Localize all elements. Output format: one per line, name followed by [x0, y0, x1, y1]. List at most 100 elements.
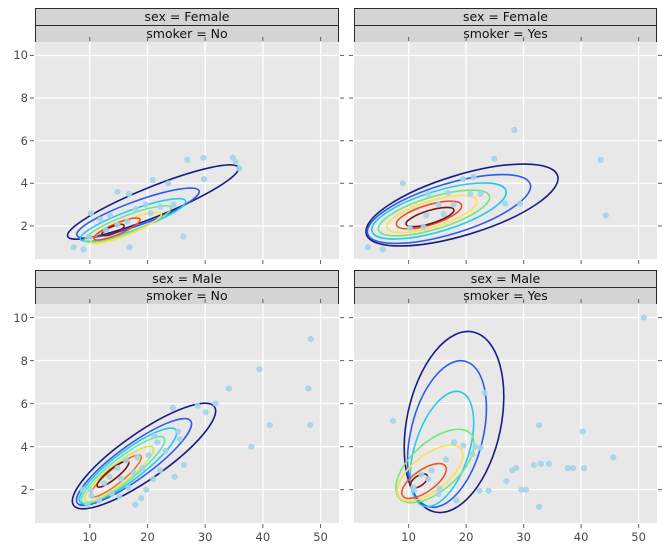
scatter-point [194, 402, 201, 409]
scatter-point [162, 447, 169, 455]
scatter-point [229, 154, 236, 161]
scatter-point [106, 212, 114, 219]
scatter-point [602, 212, 609, 219]
scatter-point [545, 460, 553, 467]
scatter-point [200, 175, 208, 183]
scatter-point [379, 246, 386, 253]
scatter-point [132, 501, 139, 508]
scatter-point [117, 475, 125, 482]
kde-contour-level [386, 194, 478, 234]
y-tick-label: 2 [20, 218, 28, 233]
scatter-point [485, 487, 492, 494]
scatter-point [460, 442, 467, 449]
scatter-point [460, 175, 467, 183]
facet-header-male-yes-smoker: smoker = Yes [354, 287, 657, 305]
scatter-point [406, 224, 413, 232]
scatter-point [212, 400, 219, 407]
scatter-point [610, 454, 617, 461]
scatter-point [477, 190, 484, 198]
plot-background [35, 42, 339, 259]
scatter-point [418, 471, 425, 478]
scatter-point [537, 460, 544, 467]
scatter-point [88, 493, 95, 500]
y-tick-label: 10 [13, 310, 28, 325]
kde-contour-level [75, 417, 193, 507]
scatter-point [476, 487, 483, 494]
y-tick-label: 8 [20, 91, 28, 106]
scatter-point [101, 480, 108, 487]
facet-header-female-no-smoker: smoker = No [35, 25, 339, 43]
scatter-point [517, 200, 524, 207]
y-tick-label: 6 [20, 396, 28, 411]
scatter-point [169, 404, 176, 412]
scatter-point [95, 497, 103, 504]
kde-contour-level [400, 462, 448, 500]
scatter-point [445, 189, 452, 197]
scatter-point [477, 444, 484, 451]
scatter-point [536, 503, 543, 510]
x-tick-label: 30 [516, 530, 531, 544]
scatter-point [256, 366, 263, 373]
scatter-point [435, 490, 442, 498]
x-tick-label: 40 [255, 530, 271, 544]
kde-contour-level [395, 200, 463, 230]
scatter-point [108, 490, 115, 498]
scatter-point [170, 201, 177, 208]
plot-area-female-no [30, 37, 344, 264]
x-tick-label: 40 [573, 530, 589, 544]
scatter-point [149, 177, 156, 184]
scatter-point [266, 422, 273, 429]
kde-contour-level [377, 189, 491, 237]
scatter-point [564, 465, 571, 472]
scatter-point [580, 465, 588, 472]
scatter-point [579, 428, 586, 435]
plot-background [354, 42, 657, 259]
y-tick-label: 6 [20, 133, 28, 148]
scatter-point [70, 244, 77, 251]
scatter-point [503, 477, 510, 485]
scatter-point [305, 385, 312, 392]
plot-area-male-no [30, 299, 344, 528]
scatter-point [132, 205, 140, 213]
scatter-point [399, 180, 406, 187]
scatter-point [502, 200, 509, 207]
scatter-point [165, 180, 172, 187]
scatter-point [200, 154, 207, 161]
kde-contour-level [371, 182, 507, 240]
scatter-point [536, 422, 543, 429]
kde-contour-level [366, 173, 532, 245]
scatter-point [126, 244, 133, 251]
scatter-point [184, 156, 191, 163]
scatter-point [420, 223, 427, 231]
y-tick-label: 4 [20, 176, 28, 191]
kde-contour-level [405, 206, 455, 228]
scatter-point [124, 218, 131, 225]
facet-header-female-yes-sex: sex = Female [354, 8, 657, 26]
plot-area-female-yes [349, 37, 662, 264]
scatter-point [116, 493, 123, 500]
scatter-point [509, 467, 516, 474]
x-tick-label: 20 [140, 530, 155, 544]
scatter-point [134, 454, 141, 461]
scatter-point [84, 501, 91, 508]
scatter-point [145, 452, 152, 459]
facet-header-male-no-sex: sex = Male [35, 270, 339, 288]
plot-area-male-yes [349, 299, 662, 528]
scatter-point [151, 432, 158, 439]
scatter-point [180, 233, 187, 240]
scatter-point [202, 409, 209, 416]
scatter-point [442, 456, 450, 463]
scatter-point [453, 497, 460, 504]
scatter-point [511, 126, 518, 134]
y-tick-label: 4 [20, 439, 28, 454]
y-tick-label: 2 [20, 482, 28, 497]
x-tick-label: 30 [197, 530, 213, 544]
scatter-point [640, 314, 647, 321]
scatter-point [423, 212, 430, 219]
x-tick-label: 50 [313, 530, 328, 544]
kde-contour-level [409, 390, 475, 508]
x-tick-label: 10 [82, 530, 98, 544]
kde-contour-level [403, 330, 505, 514]
scatter-point [87, 486, 94, 493]
